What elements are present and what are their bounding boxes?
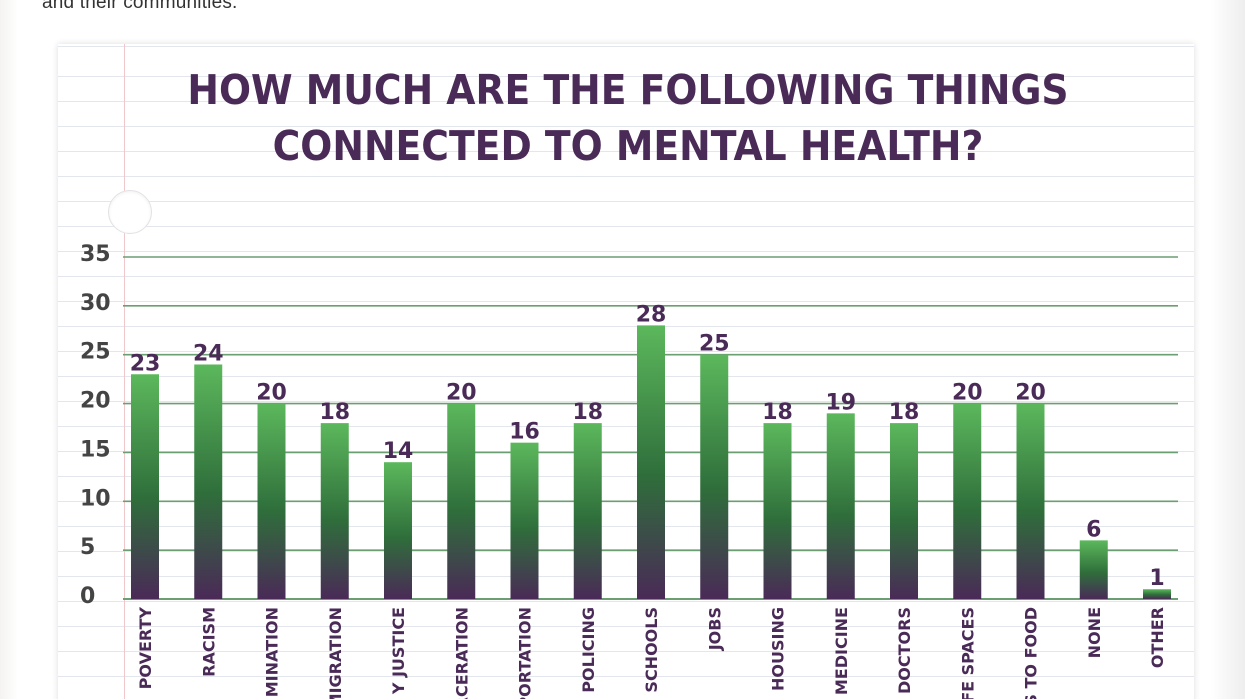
bar-transportation: [510, 442, 539, 599]
y-tick-label: 15: [80, 437, 111, 462]
bar-poverty: [131, 374, 159, 599]
y-tick-label: 5: [80, 535, 95, 560]
bar-access-to-medicine: [826, 413, 855, 599]
category-labels: POVERTY RACISM MINATION MIGRATION Y JUSTICE R…: [136, 607, 1167, 699]
chart-title-line-1: HOW MUCH ARE THE FOLLOWING THINGS: [187, 66, 1069, 114]
category-label: S TO FOOD: [1022, 607, 1041, 699]
bar-safe-spaces: [953, 403, 982, 599]
value-label: 28: [636, 302, 667, 327]
bar-schools: [637, 325, 665, 599]
value-label: 18: [319, 400, 350, 425]
bar-other: [1143, 589, 1171, 599]
value-labels: 23 24 20 18 14 20 16 18 28 25 18 19 18 20 20 6 1: [130, 302, 1165, 591]
category-label: SCHOOLS: [642, 607, 661, 693]
y-tick-label: 0: [80, 584, 95, 609]
value-label: 1: [1149, 566, 1164, 591]
bar-jobs: [700, 354, 729, 599]
chart-title: HOW MUCH ARE THE FOLLOWING THINGS CONNEC…: [168, 62, 1088, 174]
value-label: 24: [193, 341, 224, 366]
bar-none: [1079, 540, 1108, 599]
value-label: 6: [1086, 517, 1101, 542]
bar-immigration: [320, 423, 349, 599]
value-label: 20: [952, 381, 983, 406]
y-tick-label: 25: [80, 340, 111, 365]
y-tick-label: 35: [80, 242, 111, 267]
category-label: JOBS: [705, 607, 724, 651]
value-label: 23: [130, 351, 161, 376]
value-label: 19: [825, 390, 856, 415]
value-label: 16: [509, 420, 540, 445]
bar-racism: [194, 364, 223, 599]
category-label: Y JUSTICE: [389, 607, 408, 695]
category-label: MINATION: [263, 607, 282, 697]
value-label: 18: [572, 400, 603, 425]
bar-access-to-doctors: [890, 423, 918, 599]
category-label: OTHER: [1148, 607, 1167, 668]
category-label: NONE: [1085, 607, 1104, 658]
binder-hole: [108, 190, 152, 234]
bar-discrimination: [257, 403, 286, 599]
bar-housing: [763, 423, 792, 599]
value-label: 20: [1015, 381, 1046, 406]
category-label: POVERTY: [136, 607, 155, 690]
y-tick-label: 30: [80, 291, 111, 316]
category-label: POLICING: [579, 607, 598, 693]
paper-margin-line: [124, 44, 125, 699]
y-tick-label: 20: [80, 389, 111, 414]
category-label: PORTATION: [516, 607, 535, 699]
category-label: MEDICINE: [832, 607, 851, 695]
category-label: RACISM: [199, 607, 218, 677]
bar-community-justice: [384, 462, 412, 599]
value-label: 20: [446, 381, 477, 406]
y-tick-label: 10: [80, 486, 111, 511]
y-axis-ticks: 0 5 10 15 20 25 30 35: [80, 242, 111, 609]
value-label: 25: [699, 332, 730, 357]
category-label: HOUSING: [769, 607, 788, 691]
intro-text: and their communities.: [42, 0, 238, 13]
bar-access-to-food: [1016, 403, 1045, 599]
category-label: FE SPACES: [958, 607, 977, 699]
chart-title-line-2: CONNECTED TO MENTAL HEALTH?: [272, 122, 984, 170]
category-label: MIGRATION: [326, 607, 345, 699]
value-label: 18: [889, 400, 920, 425]
category-label: RCERATION: [452, 607, 471, 699]
bars: [131, 325, 1171, 599]
bar-incarceration: [447, 403, 476, 599]
value-label: 20: [256, 381, 287, 406]
bar-policing: [573, 423, 602, 599]
category-label: DOCTORS: [895, 607, 914, 694]
value-label: 18: [762, 400, 793, 425]
value-label: 14: [383, 439, 414, 464]
notebook-paper: [58, 44, 1194, 699]
